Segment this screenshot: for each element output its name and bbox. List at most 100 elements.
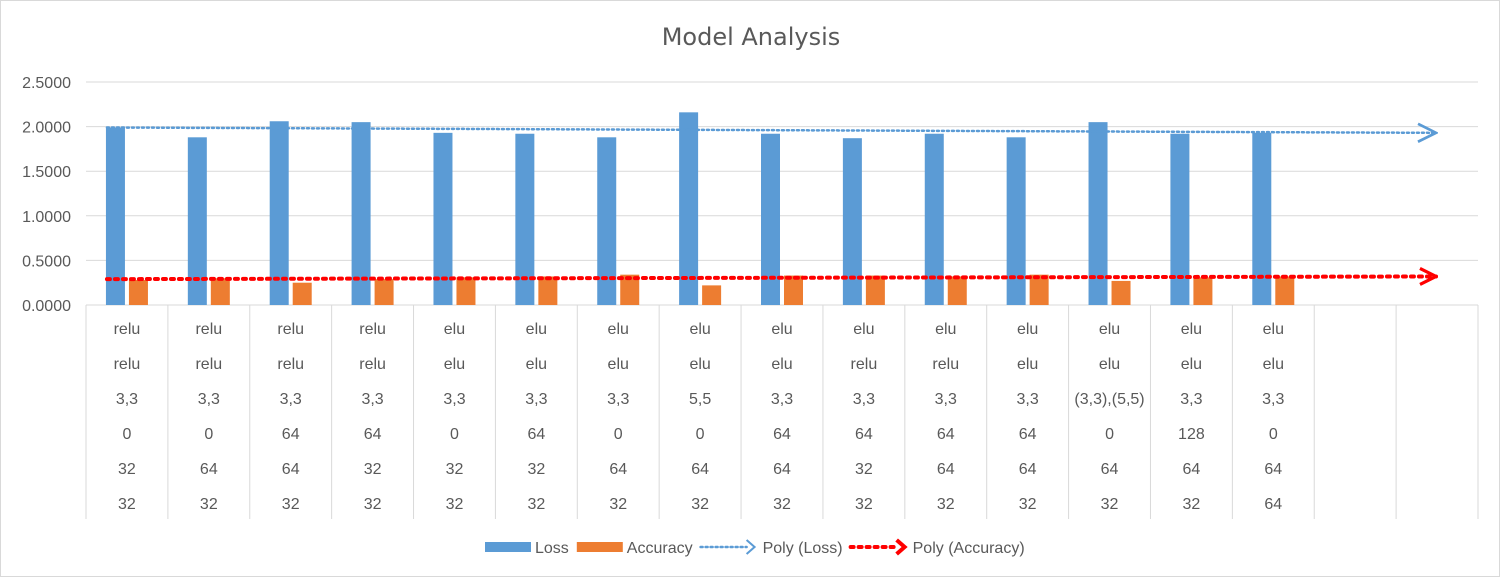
legend-label: Loss <box>535 540 569 557</box>
category-label: 0 <box>122 426 131 443</box>
chart-title: Model Analysis <box>662 23 841 51</box>
category-label: 32 <box>1101 496 1119 513</box>
category-label: relu <box>359 356 386 373</box>
category-label: 32 <box>773 496 791 513</box>
legend-label: Poly (Loss) <box>763 540 843 557</box>
trendline-1 <box>104 276 1436 279</box>
bar-accuracy <box>702 285 722 305</box>
category-label: 32 <box>1183 496 1201 513</box>
category-label: 64 <box>855 426 873 443</box>
category-label: 3,3 <box>525 391 547 408</box>
trendline-0 <box>105 127 1436 132</box>
category-label: relu <box>114 356 141 373</box>
y-tick-label: 0.5000 <box>22 253 71 270</box>
category-label: 32 <box>937 496 955 513</box>
category-label: 0 <box>204 426 213 443</box>
category-label: 32 <box>200 496 218 513</box>
legend: Loss Accuracy Poly (Loss) Poly (Accuracy) <box>485 538 1025 557</box>
legend-swatch <box>485 542 531 552</box>
legend-swatch <box>576 542 623 552</box>
category-label: 32 <box>1019 496 1037 513</box>
category-label: 64 <box>200 461 218 478</box>
category-label: 128 <box>1178 426 1205 443</box>
category-label: 32 <box>282 496 300 513</box>
category-label: 32 <box>527 496 545 513</box>
bar-loss <box>597 137 617 305</box>
category-label: 32 <box>364 461 382 478</box>
bar-loss <box>187 137 207 305</box>
y-tick-label: 2.5000 <box>22 75 71 92</box>
category-label: elu <box>608 321 629 338</box>
trendlines <box>104 127 1436 279</box>
bar-loss <box>842 138 862 305</box>
category-label: 3,3 <box>1017 391 1039 408</box>
category-label: elu <box>689 321 710 338</box>
category-label: elu <box>1099 356 1120 373</box>
category-label: 64 <box>1019 461 1037 478</box>
bar-loss <box>1170 133 1190 305</box>
category-label: 32 <box>118 461 136 478</box>
category-label: 0 <box>450 426 459 443</box>
category-label: 64 <box>773 461 791 478</box>
y-tick-label: 2.0000 <box>22 120 71 137</box>
bar-accuracy <box>538 276 558 305</box>
category-label: relu <box>277 356 304 373</box>
bar-accuracy <box>947 276 967 305</box>
category-label: elu <box>526 356 547 373</box>
category-label: 32 <box>855 496 873 513</box>
bar-accuracy <box>1193 277 1213 305</box>
category-label: elu <box>1017 321 1038 338</box>
bar-loss <box>924 133 944 305</box>
bar-loss <box>1006 137 1026 305</box>
bar-loss <box>515 133 535 305</box>
category-label: elu <box>1263 356 1284 373</box>
category-label: 3,3 <box>361 391 383 408</box>
bar-accuracy <box>784 275 803 305</box>
category-label: 32 <box>855 461 873 478</box>
category-label: 64 <box>1101 461 1119 478</box>
bar-loss <box>105 127 125 305</box>
category-label: elu <box>1017 356 1038 373</box>
category-label: elu <box>853 321 874 338</box>
category-label: elu <box>689 356 710 373</box>
legend-label: Accuracy <box>627 540 693 557</box>
category-label: relu <box>277 321 304 338</box>
bar-loss <box>351 122 371 305</box>
legend-label: Poly (Accuracy) <box>913 540 1025 557</box>
category-label: 64 <box>282 461 300 478</box>
category-label: relu <box>195 321 222 338</box>
category-label: elu <box>444 321 465 338</box>
category-label: relu <box>851 356 878 373</box>
category-label: 32 <box>527 461 545 478</box>
category-label: 64 <box>282 426 300 443</box>
category-label: 3,3 <box>935 391 957 408</box>
category-label: 3,3 <box>198 391 220 408</box>
bar-accuracy <box>456 277 476 305</box>
y-axis-ticks: 0.0000 0.5000 1.0000 1.5000 2.0000 2.5000 <box>22 75 71 315</box>
legend-arrow <box>745 539 757 555</box>
category-label: elu <box>1099 321 1120 338</box>
bars <box>105 112 1295 305</box>
bar-accuracy <box>210 278 230 305</box>
category-label: 64 <box>1019 426 1037 443</box>
category-label: 3,3 <box>280 391 302 408</box>
category-label: 3,3 <box>1262 391 1284 408</box>
category-label: 64 <box>773 426 791 443</box>
category-label: relu <box>114 321 141 338</box>
bar-accuracy <box>374 279 394 305</box>
bar-loss <box>1252 132 1272 305</box>
category-label: 3,3 <box>607 391 629 408</box>
category-label: 64 <box>1264 496 1282 513</box>
category-label: elu <box>444 356 465 373</box>
category-label: elu <box>608 356 629 373</box>
legend-arrow <box>895 538 908 556</box>
category-label: 64 <box>691 461 709 478</box>
category-label: 64 <box>1264 461 1282 478</box>
category-label: 64 <box>1183 461 1201 478</box>
bar-loss <box>761 133 780 305</box>
category-label: 32 <box>118 496 136 513</box>
bar-accuracy <box>292 282 312 305</box>
category-label: 32 <box>446 461 464 478</box>
